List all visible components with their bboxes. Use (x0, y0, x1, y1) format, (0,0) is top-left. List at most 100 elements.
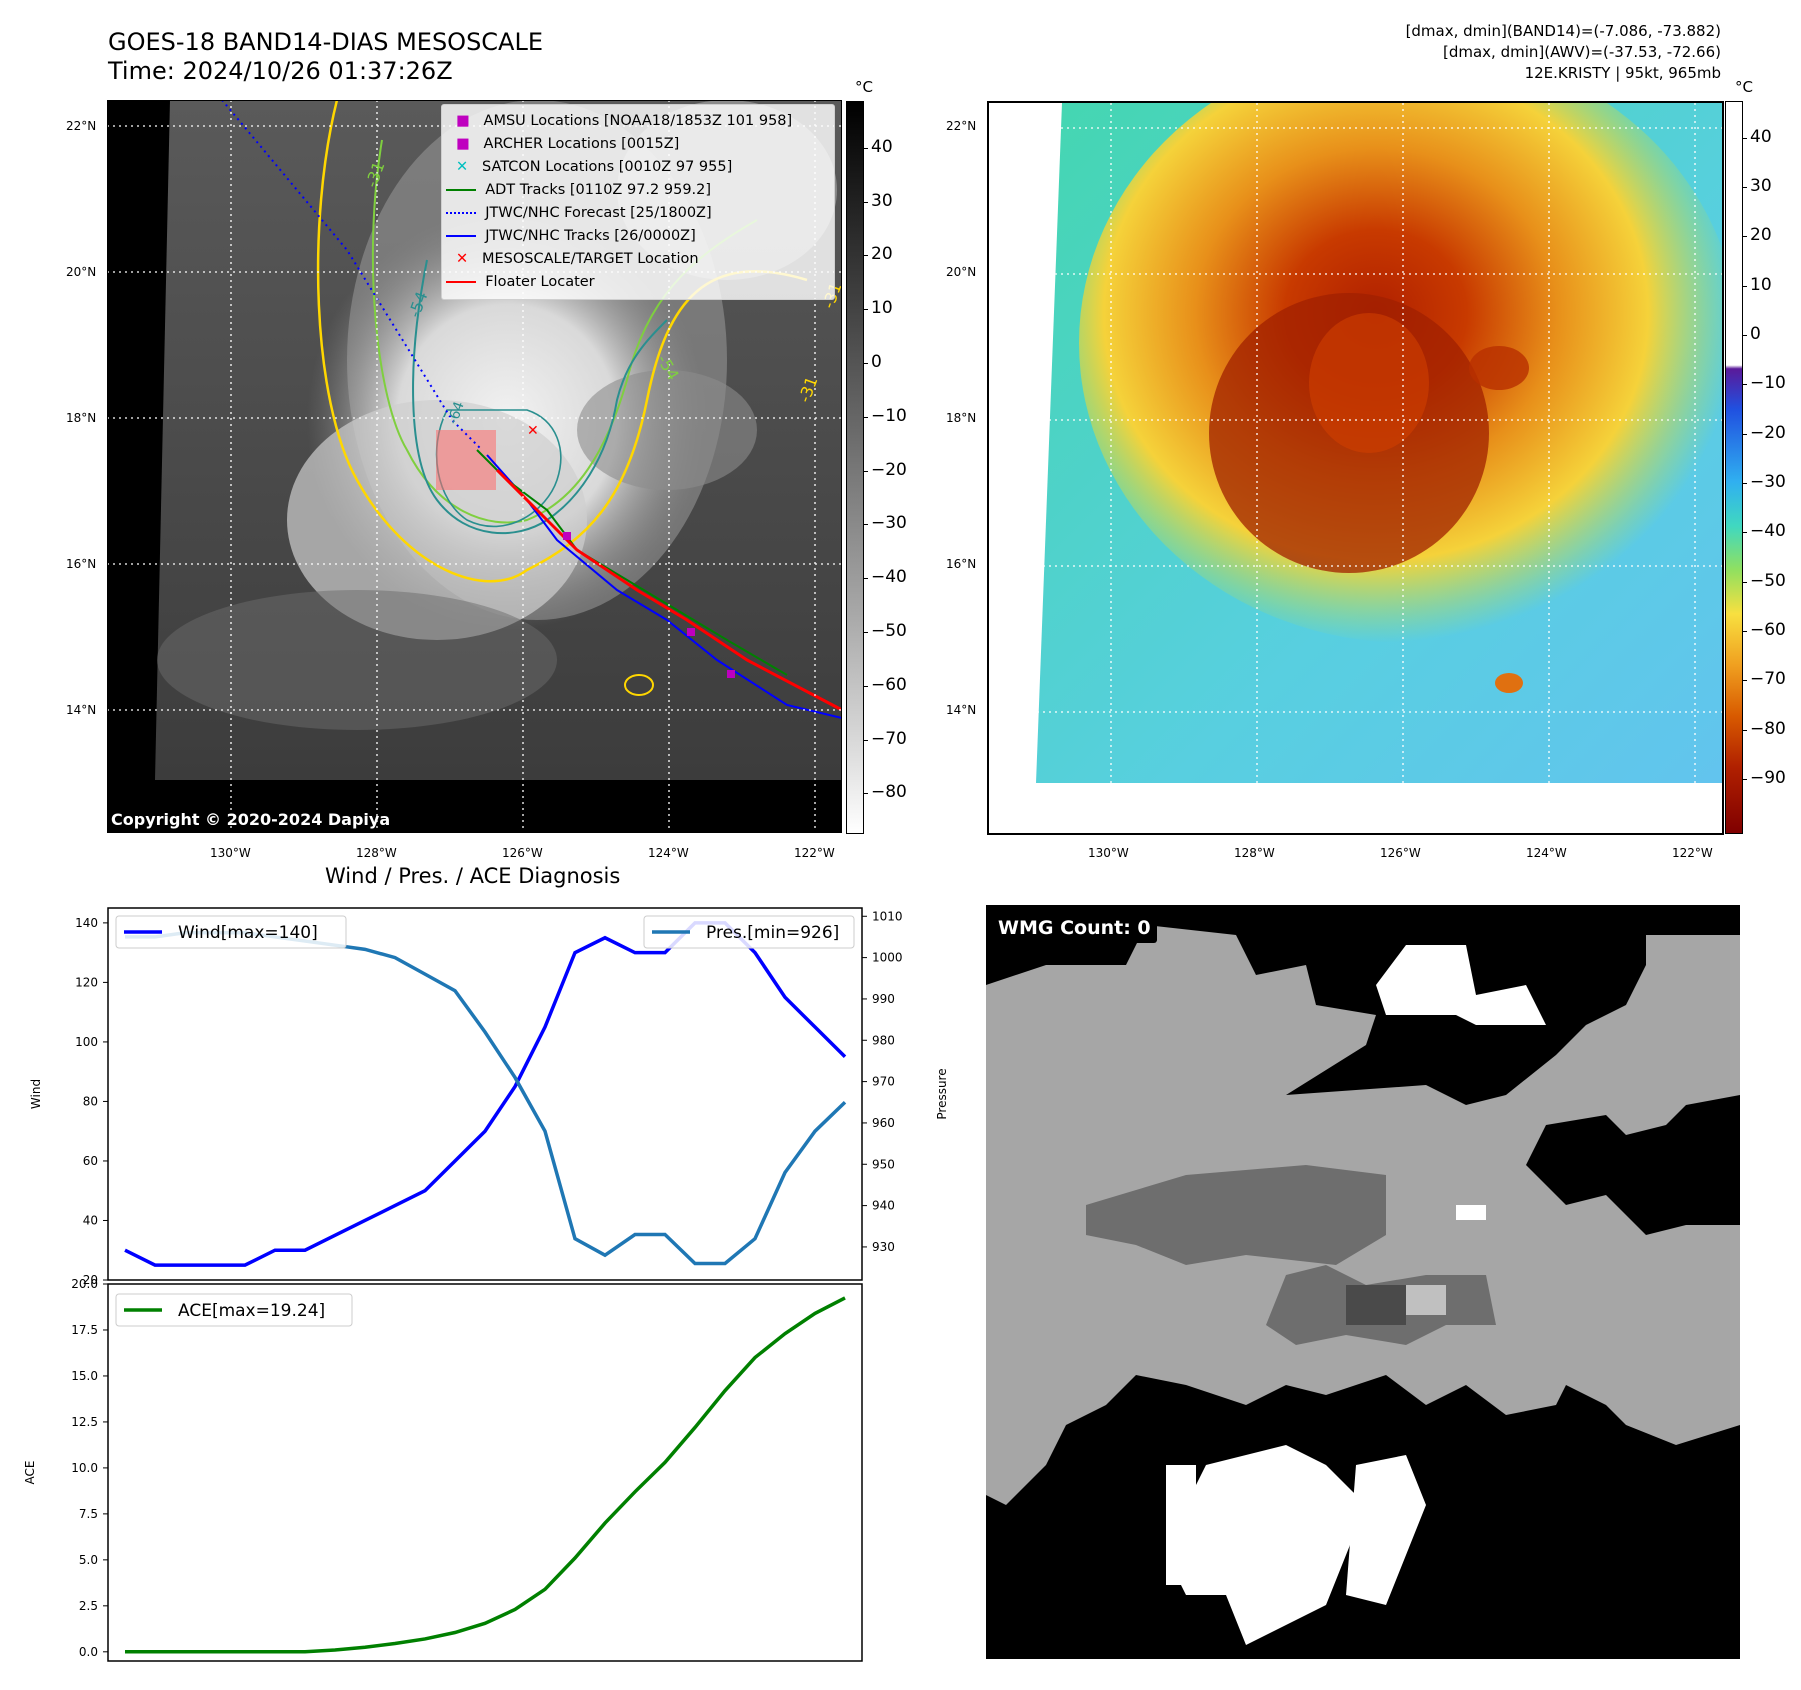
colorbar-tick-label: −80 (1750, 718, 1786, 739)
colorbar-tick-mark (863, 362, 868, 364)
wv-map-image (989, 103, 1722, 833)
lon-label-128-left: 128°W (356, 846, 397, 860)
wind-ytick-label: 20 (83, 1273, 98, 1287)
ace-ytick-label: 2.5 (79, 1599, 98, 1613)
dmax-awv-text: [dmax, dmin](AWV)=(-37.53, -72.66) (1442, 43, 1721, 61)
legend-item-floater: Floater Locater (446, 274, 595, 290)
lat-label-14-right: 14°N (946, 703, 977, 717)
pressure-ytick-label: 950 (872, 1157, 895, 1171)
legend-item-satcon: ✕ SATCON Locations [0010Z 97 955] (456, 159, 733, 175)
legend-item-jtwc: JTWC/NHC Tracks [26/0000Z] (446, 228, 696, 244)
colorbar-tick-mark (863, 201, 868, 203)
colorbar-tick-label: −40 (871, 567, 907, 588)
pressure-ytick-label: 930 (872, 1240, 895, 1254)
colorbar-tick-label: −20 (1750, 422, 1786, 443)
ace-ytick-label: 12.5 (71, 1415, 98, 1429)
wind-pressure-chart: 20 40 60 80 100 120 140 930 940 950 960 970 980 990 10… (29, 907, 949, 1287)
contour-minus64 (412, 259, 668, 535)
colorbar-tick-mark (863, 309, 868, 311)
wind-plot-frame (107, 907, 863, 1281)
wv-map-panel (987, 101, 1724, 835)
lon-label-124-left: 124°W (648, 846, 689, 860)
ace-ytick-label: 20.0 (71, 1277, 98, 1291)
colorbar-tick-mark (863, 578, 868, 580)
wv-gridlines (989, 103, 1722, 833)
colorbar-gray-unit: °C (855, 78, 873, 96)
ace-plot-frame (107, 1283, 863, 1662)
wind-ytick-label: 100 (75, 1035, 98, 1049)
pressure-legend-box (643, 915, 855, 949)
wind-ytick-label: 60 (83, 1154, 98, 1168)
dmax-band14-text: [dmax, dmin](BAND14)=(-7.086, -73.882) (1405, 22, 1721, 40)
colorbar-tick-label: −30 (871, 513, 907, 534)
colorbar-tick-label: 10 (1750, 274, 1772, 295)
ace-ytick-label: 10.0 (71, 1461, 98, 1475)
colorbar-tick-mark (863, 739, 868, 741)
ace-ytick-label: 15.0 (71, 1369, 98, 1383)
colorbar-tick-label: 10 (871, 298, 893, 319)
forecast-track (221, 100, 483, 451)
colorbar-gray (846, 101, 864, 834)
lat-label-16-left: 16°N (66, 557, 97, 571)
ace-ytick-label: 7.5 (79, 1507, 98, 1521)
ace-ytick-label: 17.5 (71, 1323, 98, 1337)
colorbar-tick-mark (1742, 137, 1747, 139)
lon-label-124-right: 124°W (1526, 846, 1567, 860)
colorbar-tick-mark (1742, 384, 1747, 386)
colorbar-tick-label: 30 (1750, 175, 1772, 196)
main-title: GOES-18 BAND14-DIAS MESOSCALE (108, 28, 544, 56)
svg-text:✕: ✕ (527, 423, 539, 439)
colorbar-tick-mark (863, 416, 868, 418)
colorbar-tick-label: 20 (871, 244, 893, 265)
lon-label-122-right: 122°W (1672, 846, 1713, 860)
colorbar-tick-mark (863, 255, 868, 257)
colorbar-tick-mark (1742, 532, 1747, 534)
pressure-axis-label: Pressure (935, 1068, 949, 1119)
wmg-image (986, 925, 1740, 1645)
colorbar-tick-mark (1742, 630, 1747, 632)
legend-item-archer: ■ ARCHER Locations [0015Z] (456, 136, 680, 152)
colorbar-tick-mark (1742, 581, 1747, 583)
lat-label-20-left: 20°N (66, 265, 97, 279)
colorbar-tick-mark (1742, 433, 1747, 435)
wind-legend-box (115, 915, 347, 949)
colorbar-tick-label: −70 (871, 728, 907, 749)
map-legend: ■ AMSU Locations [NOAA18/1853Z 101 958] … (441, 104, 835, 300)
colorbar-tick-mark (1742, 334, 1747, 336)
contour-minus31 (316, 100, 808, 583)
colorbar-tick-label: −70 (1750, 669, 1786, 690)
colorbar-tick-mark (863, 631, 868, 633)
wind-ytick-label: 80 (83, 1094, 98, 1108)
colorbar-tick-mark (863, 524, 868, 526)
lat-label-18-right: 18°N (946, 411, 977, 425)
colorbar-tick-label: −80 (871, 782, 907, 803)
lon-label-126-right: 126°W (1380, 846, 1421, 860)
wind-legend-label: Wind[max=140] (178, 923, 318, 943)
timestamp-title: Time: 2024/10/26 01:37:26Z (108, 57, 453, 85)
wmg-count-label: WMG Count: 0 (992, 913, 1157, 943)
pressure-ytick-label: 990 (872, 992, 895, 1006)
ace-ytick-label: 5.0 (79, 1553, 98, 1567)
colorbar-tick-mark (1742, 285, 1747, 287)
ir-map-frame (107, 100, 842, 833)
colorbar-tick-label: 30 (871, 190, 893, 211)
legend-item-forecast: JTWC/NHC Forecast [25/1800Z] (446, 205, 712, 221)
copyright-text: Copyright © 2020-2024 Dapiya (111, 810, 391, 829)
colorbar-tick-mark (1742, 680, 1747, 682)
ace-chart: 0.0 2.5 5.0 7.5 10.0 12.5 15.0 17.5 20.0 ACE ACE[m… (23, 1277, 863, 1662)
colorbar-tick-label: 0 (1750, 323, 1761, 344)
colorbar-tick-mark (1742, 779, 1747, 780)
ace-legend-box (115, 1293, 353, 1327)
pressure-ytick-label: 1010 (872, 909, 903, 923)
colorbar-tick-label: −60 (871, 674, 907, 695)
legend-item-target: ✕ MESOSCALE/TARGET Location (456, 251, 699, 267)
colorbar-tick-mark (863, 147, 868, 149)
colorbar-tick-label: −90 (1750, 768, 1786, 788)
colorbar-color (1725, 101, 1743, 834)
colorbar-tick-label: −50 (1750, 570, 1786, 591)
wind-ytick-label: 40 (83, 1213, 98, 1227)
wmg-panel: WMG Count: 0 (986, 905, 1740, 1659)
contour-minus54 (371, 139, 758, 524)
colorbar-tick-label: −50 (871, 620, 907, 641)
ace-legend-label: ACE[max=19.24] (178, 1301, 325, 1321)
